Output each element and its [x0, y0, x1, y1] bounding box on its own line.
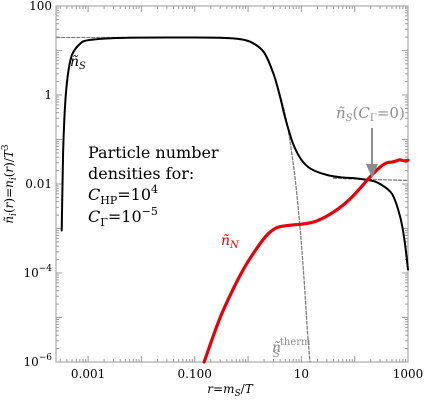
- x-axis-label: r=mS/T: [207, 382, 253, 399]
- x-tick-label: 0.001: [71, 367, 105, 381]
- label-nN: ñN: [221, 233, 240, 251]
- y-tick-label: 100: [29, 0, 52, 13]
- label-nS-therm: ñStherm: [272, 337, 311, 360]
- label-nS-cgamma0: ñS(CΓ=0): [336, 104, 405, 124]
- tick-labels: 0.001 0.100 10 1000 100 1 0.01 10−4 10−6: [23, 0, 423, 381]
- series: [56, 36, 410, 364]
- x-tick-label: 1000: [393, 367, 424, 381]
- y-tick-label: 1: [44, 88, 52, 102]
- arrow-cgamma0: [366, 128, 378, 178]
- annotation-line-2: densities for:: [88, 164, 194, 183]
- annotation-text: Particle number densities for: CHP=104 C…: [88, 143, 219, 229]
- y-tick-label: 10−6: [23, 353, 52, 369]
- annotation-cgamma: CΓ=10−5: [88, 205, 158, 229]
- y-axis-label: ñi(r)=ni(r)/T3: [1, 144, 19, 224]
- label-nS: ñS: [70, 54, 86, 72]
- y-tick-label: 10−4: [23, 264, 52, 280]
- annotation-line-1: Particle number: [88, 143, 219, 162]
- x-tick-label: 0.100: [178, 367, 212, 381]
- plot-frame: [55, 5, 409, 363]
- annotation-chp: CHP=104: [88, 183, 158, 207]
- series-nS: [60, 36, 409, 271]
- y-tick-label: 0.01: [25, 177, 52, 191]
- series-nN: [202, 158, 410, 364]
- ticks: [56, 5, 409, 363]
- x-tick-label: 10: [294, 367, 309, 381]
